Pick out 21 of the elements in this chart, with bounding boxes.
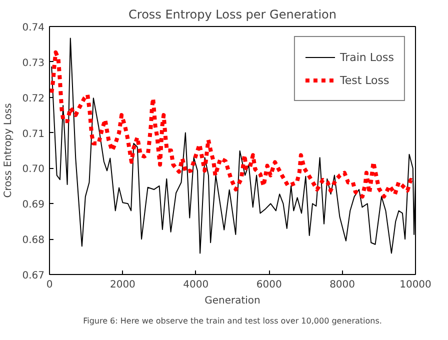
x-tick-label: 0 bbox=[46, 280, 53, 290]
y-axis-title: Cross Entropy Loss bbox=[3, 103, 14, 198]
line-series bbox=[50, 50, 416, 199]
x-tick-label: 10000 bbox=[400, 280, 432, 290]
y-tick-label: 0.69 bbox=[22, 200, 44, 211]
y-tick-label: 0.70 bbox=[22, 164, 44, 176]
chart-title: Cross Entropy Loss per Generation bbox=[128, 8, 336, 22]
y-tick-label: 0.68 bbox=[22, 235, 44, 246]
caption: Figure 6: Here we observe the train and test loss over 10,000 generations. bbox=[83, 316, 382, 326]
x-tick-label: 8000 bbox=[330, 280, 356, 290]
legend-label: Train Loss bbox=[340, 50, 394, 64]
y-tick-label: 0.74 bbox=[22, 22, 44, 34]
x-tick-label: 4000 bbox=[183, 280, 209, 290]
y-tick-label: 0.73 bbox=[22, 58, 44, 69]
y-tick-label: 0.67 bbox=[22, 270, 44, 282]
x-tick-label: 6000 bbox=[256, 280, 282, 290]
legend-label: Test Loss bbox=[340, 74, 390, 86]
x-axis-title: Generation bbox=[204, 296, 260, 306]
x-tick-label: 2000 bbox=[110, 280, 136, 290]
y-tick-label: 0.71 bbox=[22, 128, 44, 140]
y-tick-label: 0.72 bbox=[22, 93, 44, 104]
